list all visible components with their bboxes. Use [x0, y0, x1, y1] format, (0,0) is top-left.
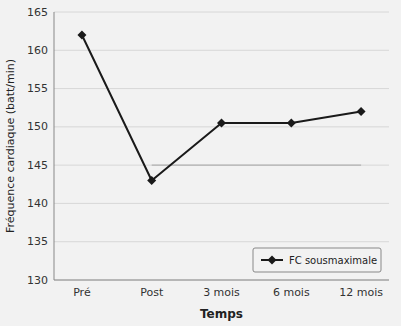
y-tick-label: 145 — [27, 159, 48, 172]
point — [217, 119, 226, 128]
grid-line — [54, 12, 389, 13]
y-tick-label: 165 — [27, 6, 48, 19]
point — [77, 30, 86, 39]
legend-box — [253, 248, 381, 272]
x-tick-label: Pré — [73, 286, 91, 299]
grid-line — [54, 50, 389, 51]
background — [0, 0, 401, 326]
x-tick-label: Post — [140, 286, 164, 299]
y-tick-label: 130 — [27, 274, 48, 287]
y-tick-label: 135 — [27, 235, 48, 248]
y-axis-label: Fréquence cardiaque (batt/min) — [4, 59, 17, 233]
plot-area — [77, 30, 365, 184]
grid-line — [54, 88, 389, 89]
y-axis — [54, 12, 55, 280]
x-tick-label: 3 mois — [203, 286, 240, 299]
point — [287, 119, 296, 128]
legend: FC sousmaximale — [253, 248, 381, 272]
y-tick-label: 160 — [27, 44, 48, 57]
chart: 130 135 140 145 150 155 160 165 Pré Post 3 mois 6 m… — [0, 0, 401, 326]
grid-line — [54, 241, 389, 242]
y-tick-label: 140 — [27, 197, 48, 210]
grid-line — [54, 280, 389, 281]
x-tick-label: 12 mois — [339, 286, 383, 299]
legend-label: FC sousmaximale — [289, 255, 377, 266]
y-tick-label: 150 — [27, 120, 48, 133]
reference-line — [152, 165, 361, 166]
series-line — [82, 35, 361, 180]
x-tick-label: 6 mois — [273, 286, 310, 299]
x-axis-label: Temps — [200, 307, 243, 321]
y-tick-label: 155 — [27, 82, 48, 95]
grid-line — [54, 165, 389, 166]
point — [147, 176, 156, 185]
legend-marker — [268, 256, 277, 265]
point — [357, 107, 366, 116]
grid-line — [54, 203, 389, 204]
x-axis — [54, 280, 389, 281]
